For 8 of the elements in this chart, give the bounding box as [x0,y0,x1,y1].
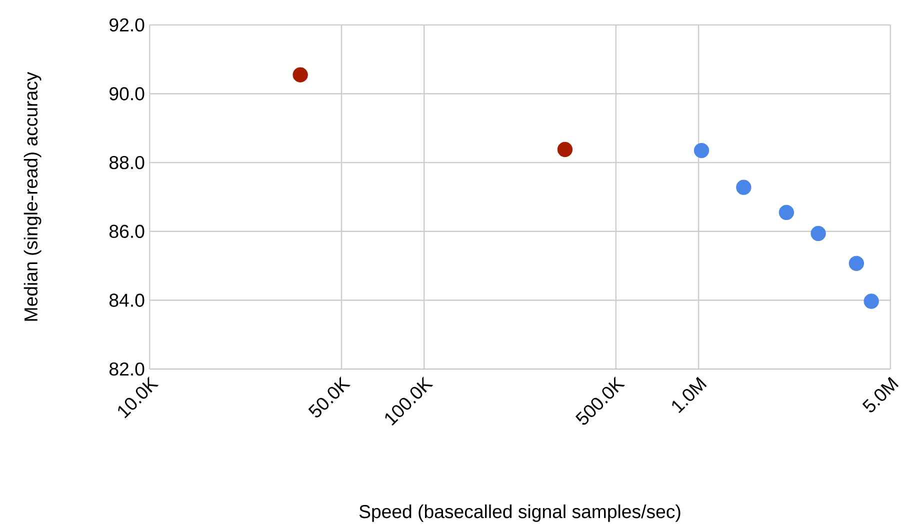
y-tick-label: 92.0 [110,18,144,32]
y-tick-label: 84.0 [110,293,144,307]
y-tick-label: 88.0 [110,156,144,170]
y-axis-title: Median (single-read) accuracy [24,72,42,321]
y-tick-label: 90.0 [110,86,144,100]
y-tick-label: 86.0 [110,224,144,238]
y-tick-label: 82.0 [110,362,144,376]
x-axis-title: Speed (basecalled signal samples/sec) [359,504,680,522]
